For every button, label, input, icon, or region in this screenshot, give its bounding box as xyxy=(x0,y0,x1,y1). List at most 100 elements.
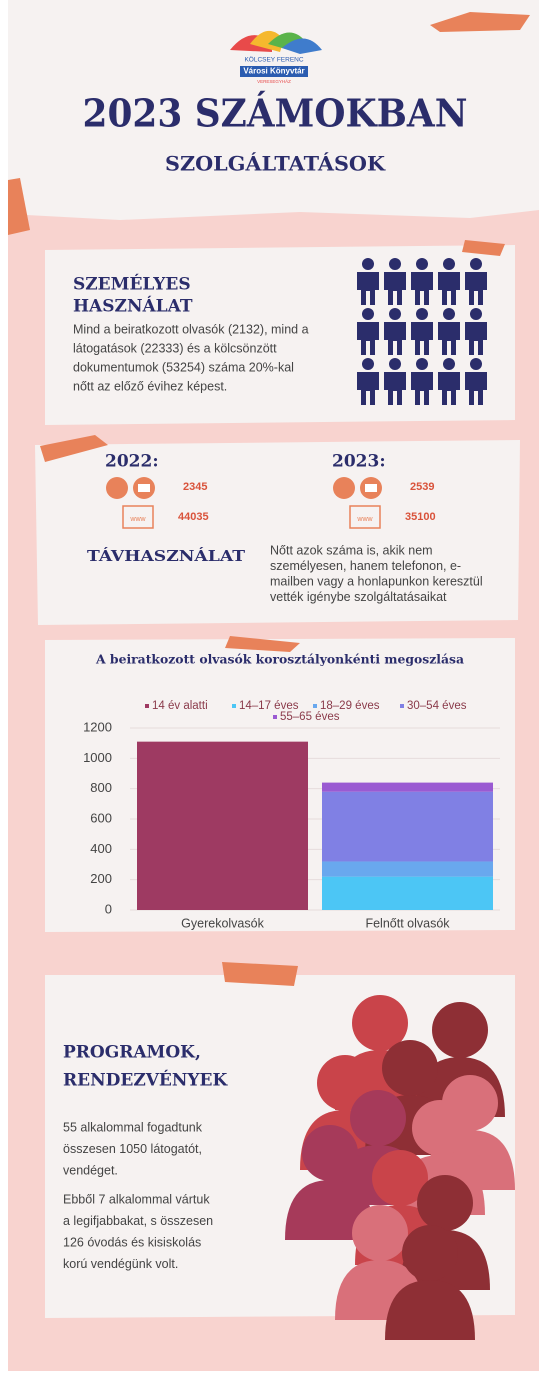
tape xyxy=(462,240,505,256)
y-tick-label: 600 xyxy=(90,810,112,825)
person-icon xyxy=(416,258,428,270)
person-shape xyxy=(385,1280,475,1340)
person-icon xyxy=(465,372,487,405)
y-tick-label: 800 xyxy=(90,780,112,795)
person-icon xyxy=(362,258,374,270)
text-line: személyesen, hanem telefonon, e- xyxy=(270,559,461,573)
section-title: HASZNÁLAT xyxy=(73,296,193,317)
person-shape xyxy=(432,1002,488,1058)
main-title: 2023 SZÁMOKBAN xyxy=(83,91,468,136)
text-line: 55 alkalommal fogadtunk xyxy=(63,1120,203,1134)
person-shape xyxy=(352,995,408,1051)
legend-label: 18–29 éves xyxy=(320,700,380,712)
bar-segment xyxy=(322,861,493,877)
count: 2539 xyxy=(410,481,434,493)
y-tick-label: 1000 xyxy=(83,750,112,765)
legend-swatch xyxy=(273,715,277,719)
legend-swatch xyxy=(313,704,317,708)
person-icon xyxy=(470,308,482,320)
bar-segment xyxy=(322,791,493,862)
person-icon xyxy=(411,322,433,355)
web-icon-text: www xyxy=(356,516,373,523)
text-line: vendéget. xyxy=(63,1163,118,1177)
y-tick-label: 200 xyxy=(90,871,112,886)
logo-text: KÖLCSEY FERENC xyxy=(244,56,303,64)
text-line: látogatások (22333) és a kölcsönzött xyxy=(73,341,277,355)
year-label: 2022: xyxy=(105,452,159,472)
person-icon xyxy=(416,308,428,320)
text-line: a legifjabbakat, s összesen xyxy=(63,1214,213,1228)
person-shape xyxy=(285,1180,375,1240)
section-title: TÁVHASZNÁLAT xyxy=(87,547,246,565)
person-icon xyxy=(416,358,428,370)
web-icon xyxy=(122,505,154,529)
remote-paper xyxy=(35,440,520,625)
text-line: dokumentumok (53254) száma 20%-kal xyxy=(73,360,294,374)
section-title: SZEMÉLYES xyxy=(73,274,191,295)
person-shape xyxy=(412,1100,468,1156)
y-tick-label: 1200 xyxy=(83,719,112,734)
text-line: összesen 1050 látogatót, xyxy=(63,1142,202,1156)
tape xyxy=(40,435,108,462)
tape xyxy=(8,178,30,235)
text-line: vették igénybe szolgáltatásaikat xyxy=(270,590,447,604)
person-icon xyxy=(470,358,482,370)
legend-label: 30–54 éves xyxy=(407,700,467,712)
person-icon xyxy=(362,358,374,370)
person-icon xyxy=(443,358,455,370)
web-icon-text: www xyxy=(129,516,146,523)
count: 2345 xyxy=(183,481,207,493)
person-shape xyxy=(317,1055,373,1111)
person-icon xyxy=(357,272,379,305)
person-icon xyxy=(384,322,406,355)
person-icon xyxy=(465,272,487,305)
person-icon xyxy=(389,358,401,370)
bar-segment xyxy=(137,741,308,910)
text-line: korú vendégünk volt. xyxy=(63,1257,178,1271)
person-shape xyxy=(402,1225,458,1281)
person-icon xyxy=(357,372,379,405)
text-line: mailben vagy a honlapunkon keresztül xyxy=(270,574,483,588)
phone-icon xyxy=(333,477,355,499)
person-shape xyxy=(382,1040,438,1096)
person-icon xyxy=(438,372,460,405)
logo: KÖLCSEY FERENC Városi Könyvtár VERESEGYH… xyxy=(230,30,322,84)
legend-swatch xyxy=(400,704,404,708)
person-icon xyxy=(438,322,460,355)
x-tick-label: Gyerekolvasók xyxy=(181,916,264,930)
person-shape xyxy=(302,1125,358,1181)
web-icon xyxy=(349,505,381,529)
person-icon xyxy=(357,322,379,355)
section-title: PROGRAMOK, xyxy=(63,1043,201,1063)
person-shape xyxy=(352,1205,408,1261)
header-paper xyxy=(8,0,539,220)
count: 44035 xyxy=(178,511,209,523)
mail-icon xyxy=(138,484,150,492)
tape xyxy=(430,12,530,32)
y-tick-label: 0 xyxy=(105,901,112,916)
person-shape xyxy=(350,1090,406,1146)
logo-text: Városi Könyvtár xyxy=(243,67,304,76)
person-icon xyxy=(362,308,374,320)
y-tick-label: 400 xyxy=(90,841,112,856)
person-icon xyxy=(443,258,455,270)
person-icon xyxy=(438,272,460,305)
tape xyxy=(225,636,300,652)
legend-label: 14–17 éves xyxy=(239,700,299,712)
x-tick-label: Felnőtt olvasók xyxy=(365,916,450,930)
bar-segment xyxy=(322,782,493,792)
text-line: 126 óvodás és kisiskolás xyxy=(63,1235,201,1249)
person-icon xyxy=(443,308,455,320)
person-icon xyxy=(411,372,433,405)
legend-label: 55–65 éves xyxy=(280,711,340,723)
mail-icon xyxy=(365,484,377,492)
person-icon xyxy=(411,272,433,305)
legend-label: 14 év alatti xyxy=(152,700,208,712)
person-icon xyxy=(384,372,406,405)
tape xyxy=(222,962,298,986)
person-shape xyxy=(417,1175,473,1231)
year-label: 2023: xyxy=(332,452,386,472)
bar-segment xyxy=(322,876,493,910)
text-line: Nőtt azok száma is, akik nem xyxy=(270,543,433,557)
